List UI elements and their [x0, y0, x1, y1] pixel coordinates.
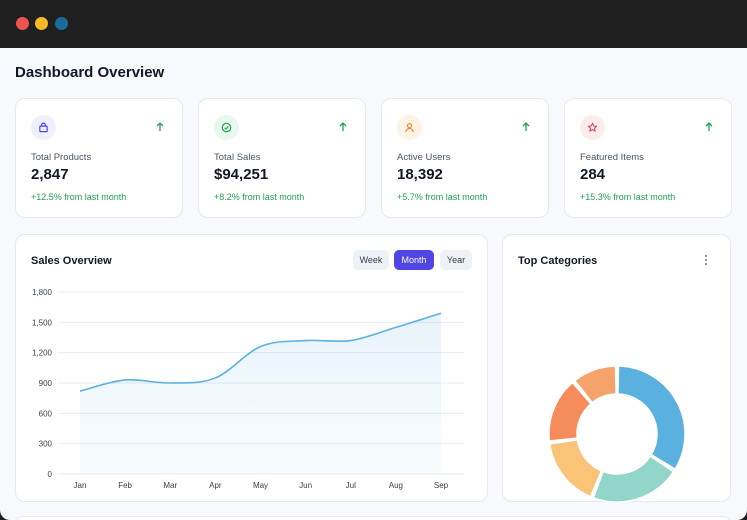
stat-card-total-sales: Total Sales $94,251 +8.2% from last mont…: [198, 98, 366, 218]
page-title: Dashboard Overview: [15, 64, 165, 81]
user-icon: [397, 115, 422, 140]
stat-label: Featured Items: [580, 152, 644, 163]
trend-up-icon: [522, 122, 530, 131]
y-tick-label: 300: [39, 440, 53, 449]
stat-card-featured-items: Featured Items 284 +15.3% from last mont…: [564, 98, 732, 218]
donut-slice: [574, 365, 617, 404]
range-year-button[interactable]: Year: [440, 250, 472, 270]
stat-change: +8.2% from last month: [214, 192, 305, 202]
trend-up-icon: [156, 122, 164, 131]
maximize-window-button[interactable]: [55, 17, 68, 30]
x-tick-label: May: [253, 481, 268, 490]
y-tick-label: 0: [48, 470, 53, 479]
x-tick-label: Feb: [118, 481, 132, 490]
stat-value: 284: [580, 166, 606, 183]
shopping-bag-icon: [31, 115, 56, 140]
categories-donut-chart: [548, 365, 686, 503]
donut-slice: [548, 381, 592, 442]
x-tick-label: Mar: [163, 481, 177, 490]
x-tick-label: Apr: [209, 481, 222, 490]
trend-up-icon: [705, 122, 713, 131]
next-panel-edge: [15, 516, 731, 520]
y-tick-label: 900: [39, 379, 53, 388]
top-categories-panel: Top Categories: [502, 234, 731, 503]
trend-up-icon: [339, 122, 347, 131]
stat-change: +15.3% from last month: [580, 192, 676, 202]
x-tick-label: Jan: [74, 481, 87, 490]
stat-label: Total Sales: [214, 152, 261, 163]
stat-change: +12.5% from last month: [31, 192, 127, 202]
stat-card-total-products: Total Products 2,847 +12.5% from last mo…: [15, 98, 183, 218]
window-titlebar: [0, 0, 747, 48]
donut-slice: [617, 365, 686, 470]
sales-overview-panel: 0 300 600 900 1,200 1,500 1,800 Jan Feb Mar Apr Ma…: [15, 234, 488, 502]
stat-card-active-users: Active Users 18,392 +5.7% from last mont…: [381, 98, 549, 218]
sales-area: [80, 313, 441, 474]
x-tick-label: Jul: [346, 481, 356, 490]
stat-label: Total Products: [31, 152, 92, 163]
y-tick-label: 1,800: [32, 288, 53, 297]
y-tick-label: 1,500: [32, 318, 53, 327]
donut-slice: [592, 455, 675, 503]
range-month-button[interactable]: Month: [394, 250, 434, 270]
range-week-button[interactable]: Week: [353, 250, 389, 270]
dashboard-app: Dashboard Overview Total Products 2,847 …: [0, 48, 747, 520]
sales-overview-title: Sales Overview: [31, 255, 112, 267]
x-tick-label: Sep: [434, 481, 449, 490]
stat-value: $94,251: [214, 166, 269, 183]
stat-label: Active Users: [397, 152, 451, 163]
x-tick-label: Aug: [389, 481, 403, 490]
stat-value: 2,847: [31, 166, 69, 183]
star-icon: [580, 115, 605, 140]
donut-slice: [548, 439, 603, 498]
y-tick-label: 1,200: [32, 349, 53, 358]
close-window-button[interactable]: [16, 17, 29, 30]
kebab-menu-icon[interactable]: [704, 254, 708, 266]
check-circle-icon: [214, 115, 239, 140]
stat-value: 18,392: [397, 166, 443, 183]
x-tick-label: Jun: [299, 481, 312, 490]
stat-change: +5.7% from last month: [397, 192, 488, 202]
y-tick-label: 600: [39, 409, 53, 418]
top-categories-title: Top Categories: [518, 255, 598, 267]
minimize-window-button[interactable]: [35, 17, 48, 30]
sales-line-chart: 0 300 600 900 1,200 1,500 1,800 Jan Feb Mar Apr Ma…: [32, 288, 464, 490]
sales-line: [79, 312, 442, 392]
